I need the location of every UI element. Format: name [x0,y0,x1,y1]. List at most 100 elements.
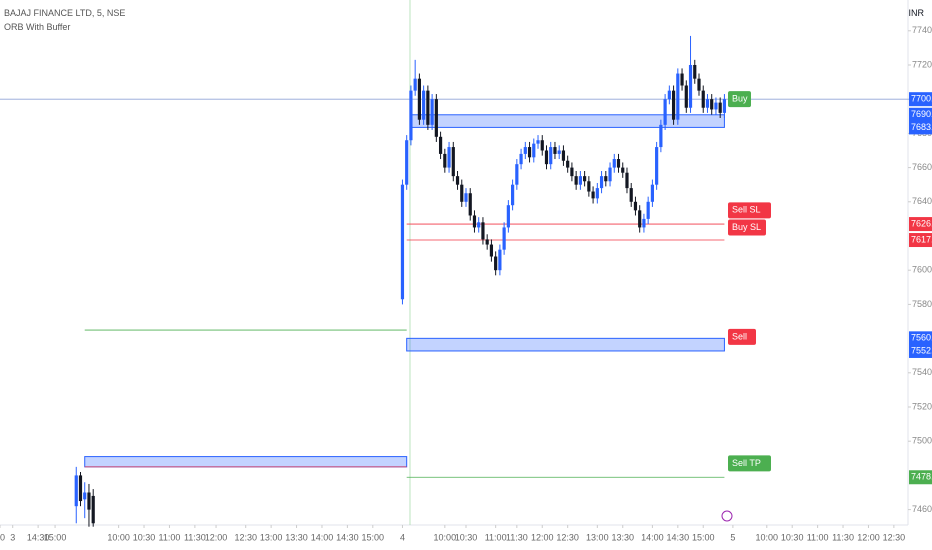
candle-body [477,222,481,228]
candle-body [405,140,409,185]
price-badge [909,92,932,107]
candle-body [612,159,616,168]
x-tick-label: 12:00 [205,532,228,542]
candle-body [693,64,697,79]
event-icon [721,510,733,522]
candle-body [532,143,536,158]
y-tick-label: 7640.00 [912,196,932,206]
x-tick-label: 4 [400,532,405,542]
x-tick-label: 15:00 [692,532,715,542]
x-tick-label: 10:00 [107,532,130,542]
x-tick-label: 12:00 [857,532,880,542]
signal-label: Sell SL [732,205,761,215]
candle-body [676,73,680,120]
candle-body [523,147,527,154]
candle-body [557,150,561,154]
candle-body [710,99,714,110]
candle-body [629,188,633,202]
candle-body [642,218,646,228]
candle-body [468,193,472,216]
candle-body [714,102,718,110]
candle-body [638,210,642,228]
orb-zone [84,456,408,468]
candle-body [621,167,625,173]
x-tick-label: 13:00 [586,532,609,542]
signal-badge [728,219,766,236]
y-tick-label: 7740.00 [912,25,932,35]
candle-body [409,90,413,141]
x-tick-label: 14:30 [336,532,359,542]
candle-body [608,167,612,182]
x-tick-label: 12:30 [556,532,579,542]
signal-badge [728,328,756,345]
candle-body [87,492,91,510]
candle-body [494,256,498,271]
candle-body [515,164,519,185]
candle-body [655,147,659,185]
x-tick-label: 00 [0,532,5,542]
x-tick-label: 13:30 [611,532,634,542]
price-badge-label: 7478.92 [911,472,932,482]
candle-body [574,176,578,185]
candle-body [650,184,654,202]
currency: INR [908,8,925,18]
candle-body [595,188,599,199]
x-tick-label: 12:30 [234,532,257,542]
price-badge-label: 7617.64 [911,234,932,244]
signal-label: Buy SL [732,222,761,232]
x-tick-label: 11:30 [184,532,206,542]
y-tick-label: 7580.00 [912,299,932,309]
candle-body [455,176,460,185]
price-badge-label: 7552.77 [911,345,932,355]
candle-body [472,215,477,228]
candle-body [519,153,523,165]
candle-body [485,239,489,245]
signal-label: Sell [732,331,747,341]
price-badge [909,343,932,358]
price-badge-label: 7560.15 [911,333,932,343]
y-tick-label: 7540.00 [912,367,932,377]
candle-body [91,495,95,524]
candle-body [616,159,621,168]
candle-body [527,147,532,158]
x-tick-label: 10:30 [781,532,804,542]
candle-body [701,90,705,108]
candle-body [722,99,727,113]
y-tick-label: 7660.00 [912,162,932,172]
x-tick-label: 15:00 [44,532,67,542]
x-tick-label: 5 [730,532,735,542]
candle-body [78,475,83,502]
candle-body [697,78,701,91]
candle-body [680,73,684,86]
x-tick-label: 10:30 [133,532,156,542]
candle-body [544,150,549,165]
x-tick-label: 10:30 [455,532,478,542]
price-badge-label: 7683.50 [911,122,932,132]
price-badge [909,107,932,122]
candle-body [549,147,553,165]
candle-body [438,136,443,154]
candle-body [443,153,447,168]
y-tick-label: 7720.00 [912,59,932,69]
candle-body [426,90,430,125]
x-tick-label: 11:00 [807,532,829,542]
candle-body [502,227,506,250]
candle-body [599,176,604,189]
x-tick-label: 11:30 [832,532,854,542]
candle-body [587,181,591,192]
candle-body [422,90,426,120]
signal-label: Sell TP [732,458,761,468]
y-tick-label: 7520.00 [912,401,932,411]
x-tick-label: 11:30 [506,532,528,542]
candle-body [561,150,566,161]
x-tick-label: 14:30 [27,532,50,542]
y-tick-label: 7600.00 [912,265,932,275]
x-tick-label: 11:00 [485,532,507,542]
candle-body [570,167,574,177]
x-tick-label: 13:00 [260,532,283,542]
candle-body [718,102,722,113]
candle-body [464,193,468,202]
candle-body [417,78,421,120]
candle-body [566,160,570,168]
